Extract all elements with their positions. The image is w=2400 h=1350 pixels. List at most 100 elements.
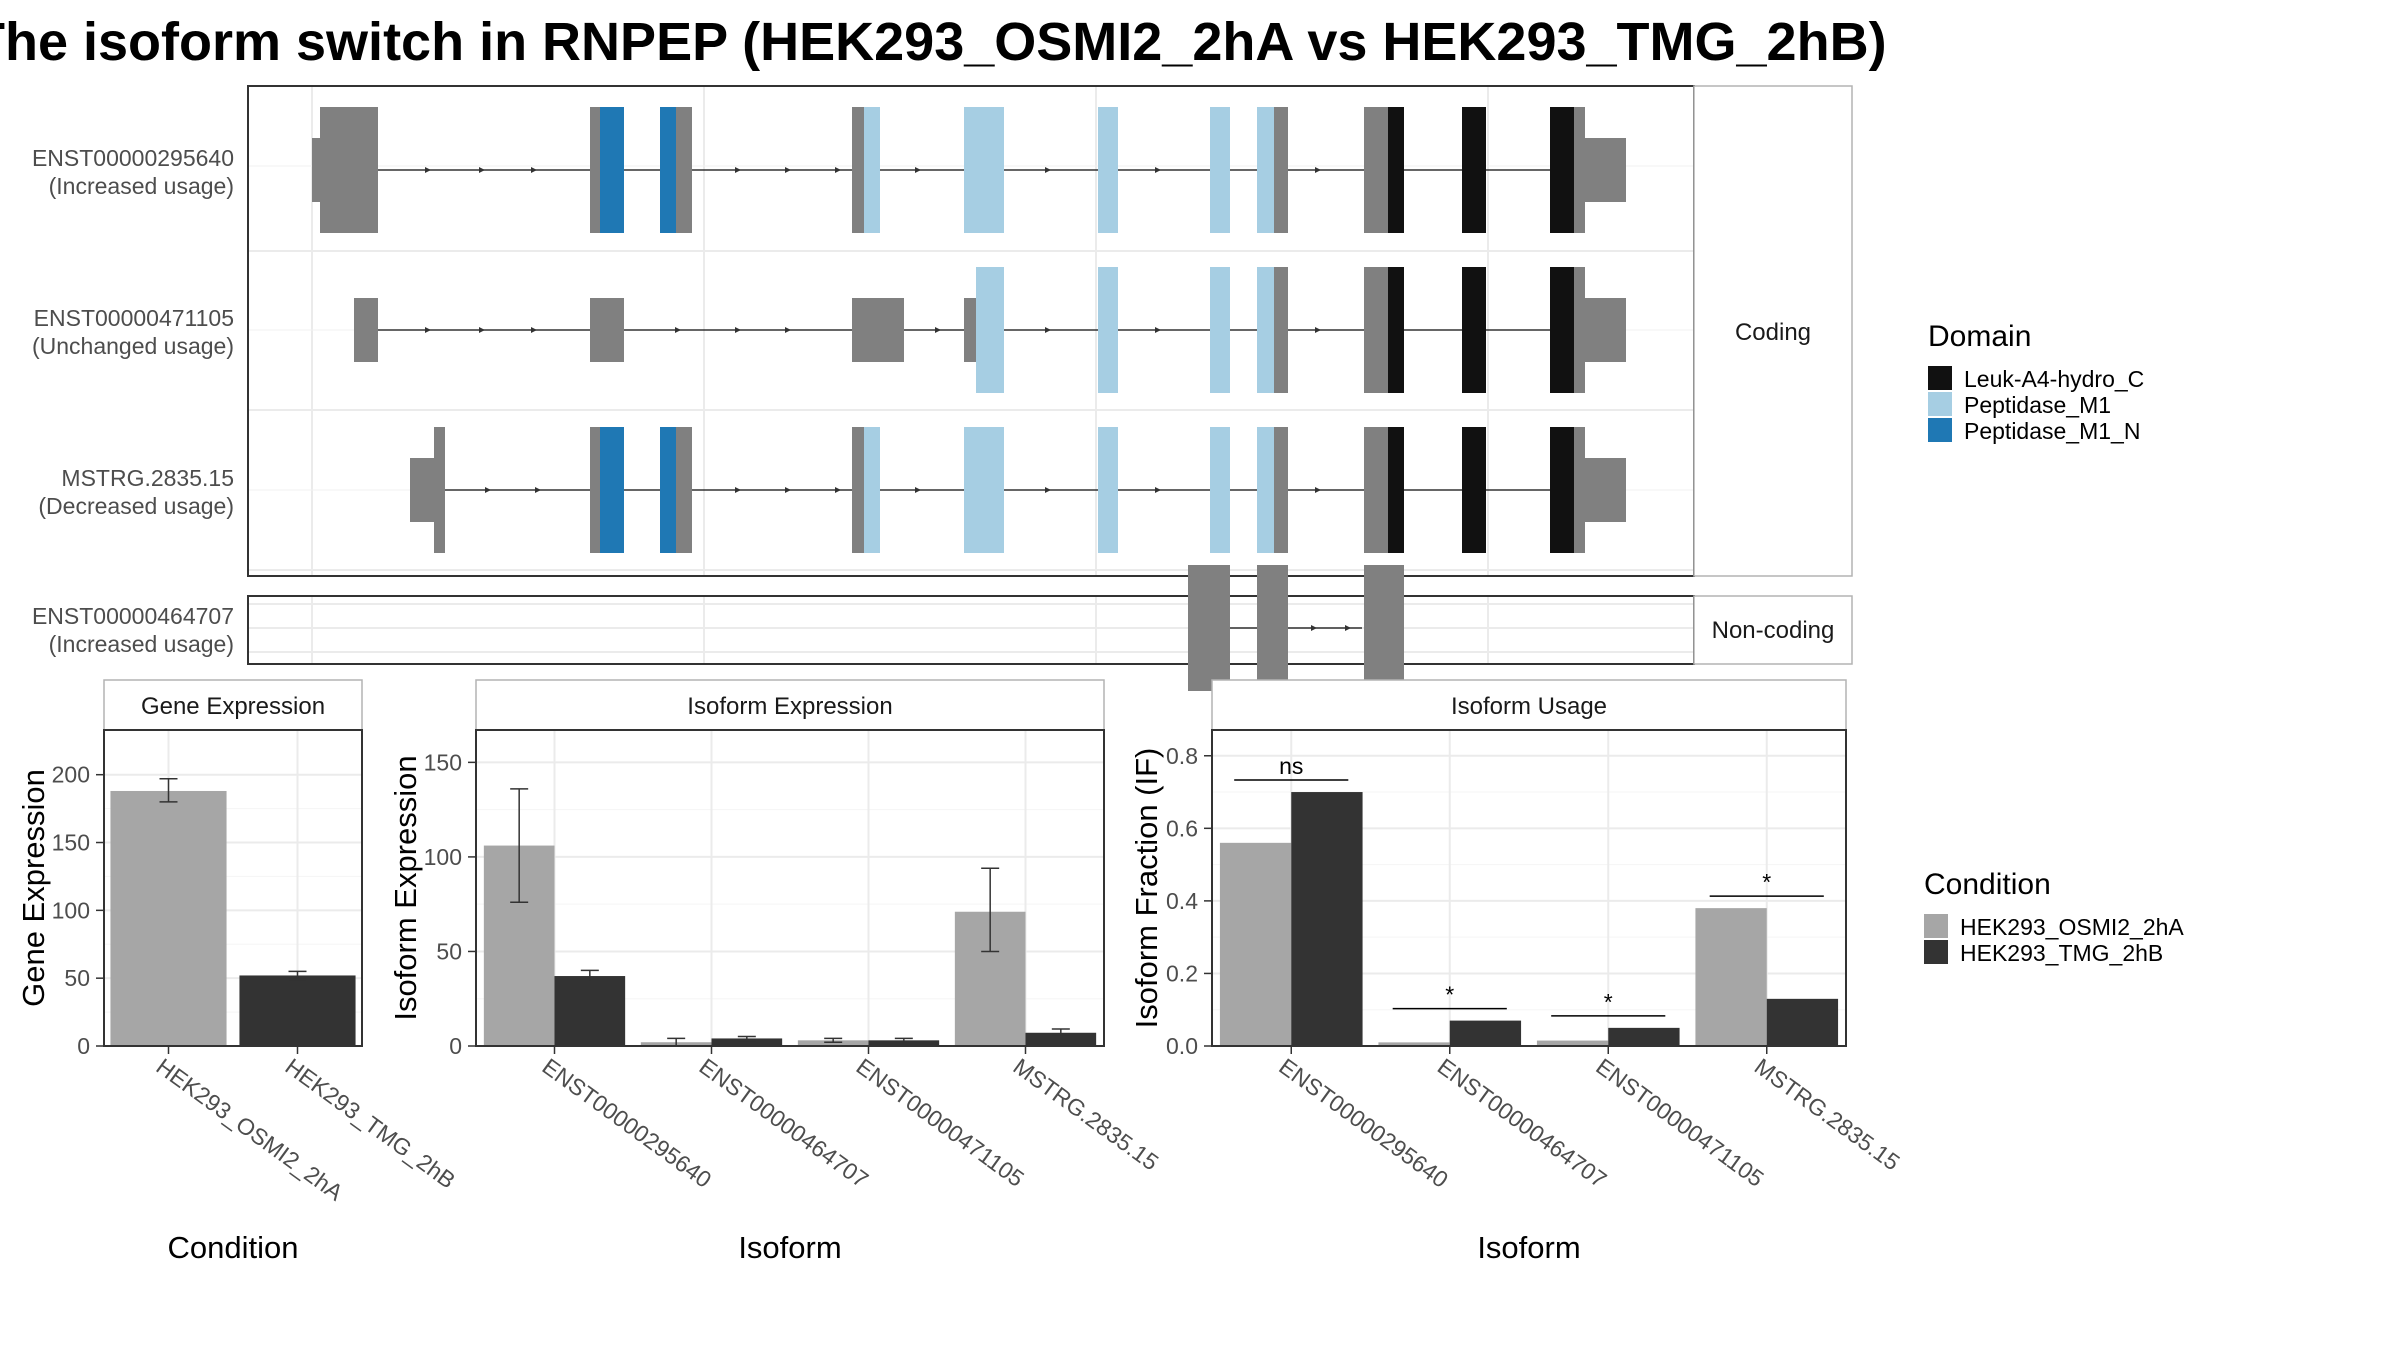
exon-segment <box>1462 107 1486 233</box>
direction-arrow <box>1315 487 1321 493</box>
transcript-track <box>354 267 1626 393</box>
direction-arrow <box>1315 167 1321 173</box>
direction-arrow <box>531 327 537 333</box>
exon-segment <box>1364 107 1388 233</box>
domain-legend-title: Domain <box>1928 320 2031 353</box>
exon-segment <box>864 107 880 233</box>
bar <box>554 976 626 1046</box>
exon-segment <box>354 298 378 362</box>
legend-label: HEK293_TMG_2hB <box>1960 940 2163 966</box>
exon-segment <box>1274 107 1288 233</box>
exon-segment <box>1210 107 1230 233</box>
error-bar <box>1051 1028 1070 1036</box>
bar-chart-panel: Gene Expression050100150200HEK293_OSMI2_… <box>16 679 460 1265</box>
y-tick-label: 150 <box>52 830 90 856</box>
direction-arrow <box>535 487 541 493</box>
x-axis-title: Condition <box>168 1230 299 1265</box>
y-tick-label: 0.0 <box>1166 1033 1198 1059</box>
plot-border <box>103 729 363 1047</box>
x-tick-label: ENST00000464707 <box>695 1053 874 1193</box>
y-tick-label: 100 <box>424 844 462 870</box>
direction-arrow <box>835 487 841 493</box>
error-bar <box>824 1037 843 1043</box>
y-tick-label: 150 <box>424 749 462 775</box>
y-tick-label: 0 <box>449 1033 462 1059</box>
y-tick-label: 0.2 <box>1166 960 1198 986</box>
direction-arrow <box>485 487 491 493</box>
y-axis-title: Isoform Fraction (IF) <box>1129 748 1164 1029</box>
transcript-track <box>410 427 1626 553</box>
coding-strip-label: Coding <box>1735 319 1811 346</box>
error-bar <box>737 1035 756 1042</box>
tx-label-usage: (Decreased usage) <box>38 493 234 519</box>
transcript-track <box>1188 565 1404 691</box>
exon-segment <box>1574 427 1585 553</box>
direction-arrow <box>1155 327 1161 333</box>
exon-segment <box>600 107 624 233</box>
plot-border <box>475 729 1105 1047</box>
exon-segment <box>312 138 320 202</box>
direction-arrow <box>785 327 791 333</box>
expression-charts: Gene Expression050100150200HEK293_OSMI2_… <box>16 679 1905 1265</box>
y-tick-label: 200 <box>52 762 90 788</box>
bar <box>868 1040 940 1046</box>
exon-segment <box>864 427 880 553</box>
noncoding-strip <box>1693 595 1853 665</box>
exon-segment <box>1462 427 1486 553</box>
tx-label-usage: (Increased usage) <box>49 631 234 657</box>
exon-segment <box>1585 458 1626 522</box>
exon-segment <box>660 107 676 233</box>
structure-plot: Coding Non-coding ENST00000295640 (Incre… <box>32 85 1853 691</box>
bar <box>711 1038 783 1046</box>
y-tick-label: 0.6 <box>1166 815 1198 841</box>
exon-segment <box>1550 427 1574 553</box>
direction-arrow <box>915 487 921 493</box>
bar <box>1449 1020 1522 1046</box>
legend-swatch <box>1924 940 1948 964</box>
coding-strip <box>1693 85 1853 577</box>
direction-arrow <box>425 167 431 173</box>
direction-arrow <box>479 167 485 173</box>
legend-label: HEK293_OSMI2_2hA <box>1960 914 2184 940</box>
direction-arrow <box>785 167 791 173</box>
noncoding-strip-label: Non-coding <box>1712 617 1835 644</box>
exon-segment <box>852 107 864 233</box>
figure-title: The isoform switch in RNPEP (HEK293_OSMI… <box>0 12 1887 72</box>
x-tick-label: ENST00000471105 <box>1591 1053 1768 1192</box>
exon-segment <box>660 427 676 553</box>
direction-arrow <box>1045 487 1051 493</box>
exon-segment <box>1364 267 1388 393</box>
legend-swatch <box>1928 418 1952 442</box>
exon-segment <box>1098 267 1118 393</box>
direction-arrow <box>1345 625 1351 631</box>
legend-swatch <box>1924 914 1948 938</box>
condition-legend-title: Condition <box>1924 868 2051 901</box>
domain-legend: Domain Leuk-A4-hydro_C Peptidase_M1 Pept… <box>1928 320 2144 444</box>
exon-segment <box>1098 427 1118 553</box>
direction-arrow <box>531 167 537 173</box>
exon-segment <box>852 427 864 553</box>
legend-label: Peptidase_M1 <box>1964 392 2111 418</box>
noncoding-panel <box>247 595 1695 665</box>
chart-title: Isoform Usage <box>1451 693 1607 720</box>
exon-segment <box>1364 565 1404 691</box>
exon-segment <box>1388 267 1404 393</box>
direction-arrow <box>1315 327 1321 333</box>
y-axis-title: Isoform Expression <box>388 755 423 1020</box>
bar <box>1291 792 1363 1046</box>
condition-legend: Condition HEK293_OSMI2_2hA HEK293_TMG_2h… <box>1924 868 2184 966</box>
direction-arrow <box>735 327 741 333</box>
plot-border <box>1211 729 1847 1047</box>
direction-arrow <box>935 327 941 333</box>
direction-arrow <box>785 487 791 493</box>
direction-arrow <box>1311 625 1317 631</box>
y-axis-title: Gene Expression <box>16 769 51 1007</box>
transcript-track <box>312 107 1626 233</box>
legend-label: Peptidase_M1_N <box>1964 418 2140 444</box>
legend-swatch <box>1928 392 1952 416</box>
direction-arrow <box>675 327 681 333</box>
exon-segment <box>1388 427 1404 553</box>
tx-label-usage: (Unchanged usage) <box>32 333 234 359</box>
x-tick-label: ENST00000295640 <box>538 1053 717 1193</box>
